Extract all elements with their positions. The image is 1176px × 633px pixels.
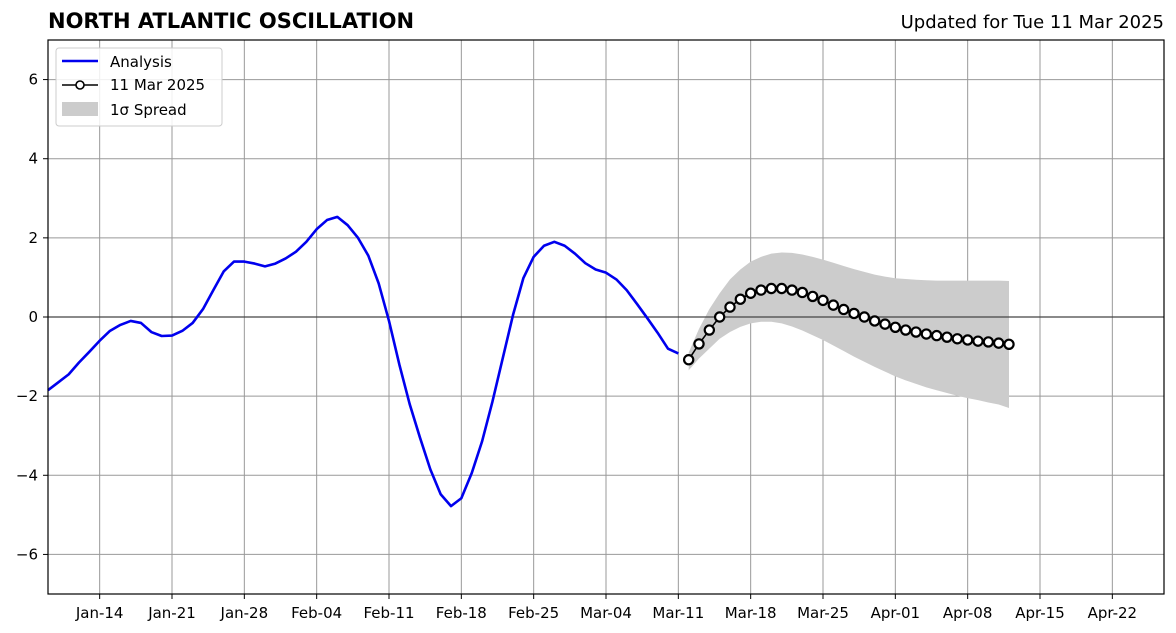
- legend-spread-label: 1σ Spread: [110, 101, 187, 119]
- forecast-point: [724, 301, 736, 313]
- x-tick-label: Apr-08: [943, 604, 993, 622]
- forecast-point: [693, 338, 705, 350]
- forecast-point: [992, 337, 1005, 349]
- y-tick-label: 4: [28, 150, 38, 168]
- forecast-point: [889, 321, 902, 333]
- x-tick-label: Jan-21: [147, 604, 196, 622]
- x-tick-label: Feb-11: [363, 604, 414, 622]
- forecast-point: [930, 329, 943, 342]
- x-tick-label: Feb-25: [508, 604, 559, 622]
- x-tick-label: Jan-14: [75, 604, 124, 622]
- forecast-point: [796, 286, 809, 299]
- forecast-point: [837, 303, 850, 316]
- legend-forecast-marker: [75, 80, 85, 90]
- forecast-point: [1003, 338, 1015, 351]
- x-tick-label: Apr-15: [1015, 604, 1065, 622]
- x-tick-label: Mar-25: [797, 604, 849, 622]
- x-tick-label: Mar-18: [725, 604, 777, 622]
- x-tick-label: Feb-18: [436, 604, 487, 622]
- legend-forecast-label: 11 Mar 2025: [110, 76, 205, 94]
- x-tick-label: Jan-28: [220, 604, 269, 622]
- forecast-point: [879, 318, 891, 330]
- analysis-line: [47, 215, 679, 508]
- x-tick-label: Mar-04: [580, 604, 632, 622]
- forecast-point: [868, 315, 881, 327]
- forecast-point: [734, 293, 747, 305]
- y-tick-label: −4: [16, 466, 38, 484]
- y-tick-label: 0: [28, 308, 38, 326]
- legend-spread-swatch: [62, 102, 98, 116]
- forecast-point: [827, 299, 840, 311]
- forecast-point: [848, 307, 860, 320]
- axes-group: −6 −4 −2 0 2 4 6 Jan-14 Jan-21 Jan-28 Feb-04 Feb-11…: [16, 39, 1165, 622]
- forecast-point: [899, 324, 912, 336]
- spread-band-group: [688, 252, 1009, 409]
- x-tick-label: Feb-04: [291, 604, 342, 622]
- forecast-point: [961, 334, 974, 346]
- forecast-point: [713, 311, 726, 323]
- forecast-point: [920, 328, 933, 340]
- forecast-point: [951, 333, 964, 345]
- legend: Analysis 11 Mar 2025 1σ Spread: [55, 47, 223, 127]
- forecast-point: [941, 331, 953, 343]
- forecast-point: [910, 326, 922, 338]
- chart-title: NORTH ATLANTIC OSCILLATION: [48, 9, 415, 33]
- forecast-point: [775, 282, 788, 295]
- x-tick-label: Apr-22: [1088, 604, 1138, 622]
- forecast-point: [817, 294, 829, 307]
- forecast-point: [806, 290, 819, 303]
- forecast-point: [858, 311, 871, 323]
- y-tick-label: −2: [16, 387, 38, 405]
- forecast-point: [972, 335, 984, 347]
- forecast-point: [786, 284, 798, 296]
- y-tick-label: 6: [28, 71, 38, 89]
- forecast-point: [982, 336, 995, 348]
- spread-band: [688, 252, 1009, 409]
- legend-analysis-label: Analysis: [110, 53, 172, 71]
- x-tick-label: Mar-11: [652, 604, 704, 622]
- forecast-point: [682, 354, 695, 366]
- forecast-point: [744, 287, 757, 299]
- forecast-point: [755, 284, 767, 296]
- chart-subtitle: Updated for Tue 11 Mar 2025: [900, 12, 1164, 33]
- y-tick-label: −6: [16, 545, 38, 563]
- forecast-point: [703, 324, 716, 336]
- y-tick-label: 2: [28, 229, 38, 247]
- x-tick-label: Apr-01: [871, 604, 921, 622]
- series-group: [47, 215, 1015, 508]
- forecast-point: [765, 282, 778, 295]
